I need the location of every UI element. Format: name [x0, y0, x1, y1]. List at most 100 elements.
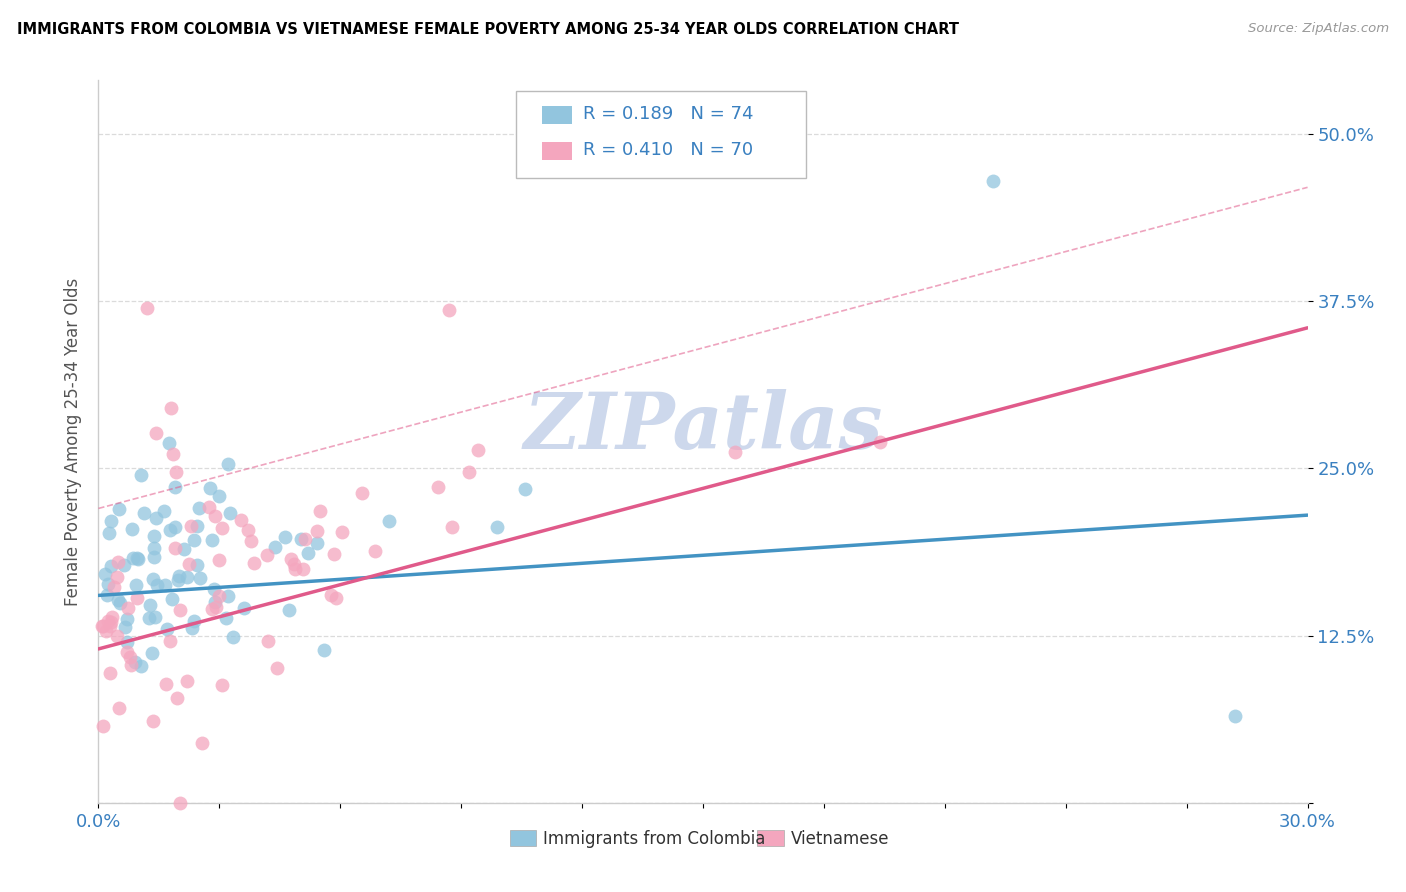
Point [325, 591, 347, 605]
Point [159, 523, 181, 537]
Point [176, 673, 198, 688]
Point [132, 506, 155, 520]
Point [215, 611, 238, 625]
Point [219, 507, 242, 521]
Point [222, 630, 245, 644]
Point [122, 551, 145, 566]
Point [135, 301, 157, 315]
Point [330, 524, 353, 539]
Point [97, 525, 120, 540]
Point [117, 601, 139, 615]
Point [321, 588, 343, 602]
Point [217, 590, 239, 604]
Point [100, 559, 122, 574]
Point [165, 465, 187, 479]
Point [167, 568, 190, 582]
Point [160, 401, 183, 416]
Point [107, 593, 129, 607]
Point [204, 595, 226, 609]
Point [378, 514, 401, 528]
Point [91, 718, 114, 732]
Point [142, 549, 165, 564]
Point [457, 465, 479, 479]
Point [169, 796, 191, 810]
Text: R = 0.410   N = 70: R = 0.410 N = 70 [583, 141, 754, 160]
Point [236, 524, 259, 538]
Point [981, 173, 1004, 188]
Point [186, 558, 208, 572]
Point [98, 666, 121, 681]
Bar [543, 142, 572, 160]
Point [312, 643, 335, 657]
Point [115, 612, 138, 626]
Point [162, 447, 184, 461]
Point [153, 578, 176, 592]
Point [229, 513, 252, 527]
Point [125, 551, 148, 566]
Point [107, 555, 129, 569]
Y-axis label: Female Poverty Among 25-34 Year Olds: Female Poverty Among 25-34 Year Olds [63, 277, 82, 606]
Point [439, 302, 461, 317]
Point [176, 570, 198, 584]
Point [186, 518, 208, 533]
Bar [543, 105, 572, 124]
Point [190, 736, 212, 750]
Point [208, 553, 231, 567]
Point [180, 621, 202, 635]
Point [108, 596, 131, 610]
Point [124, 655, 146, 669]
Point [97, 577, 120, 591]
Point [107, 501, 129, 516]
Point [163, 480, 186, 494]
Point [91, 619, 114, 633]
Point [141, 646, 163, 660]
Point [426, 480, 449, 494]
Point [307, 524, 329, 538]
Point [280, 552, 302, 566]
Point [869, 434, 891, 449]
Point [200, 533, 222, 547]
Point [163, 541, 186, 555]
Point [97, 614, 120, 628]
Text: Vietnamese: Vietnamese [792, 830, 890, 848]
Point [467, 443, 489, 458]
Point [724, 445, 747, 459]
Point [153, 504, 176, 518]
Point [208, 589, 231, 603]
Text: ZIPatlas: ZIPatlas [523, 389, 883, 466]
Point [291, 562, 314, 576]
Point [187, 501, 209, 516]
Point [120, 657, 142, 672]
Point [159, 634, 181, 648]
Point [485, 520, 508, 534]
Point [183, 614, 205, 628]
Point [166, 574, 188, 588]
Point [207, 489, 229, 503]
Point [322, 547, 344, 561]
Point [127, 552, 149, 566]
Point [183, 533, 205, 548]
Point [1223, 708, 1246, 723]
Point [240, 534, 263, 549]
Point [145, 510, 167, 524]
Point [143, 609, 166, 624]
Point [232, 601, 254, 615]
Point [120, 650, 142, 665]
Point [142, 572, 165, 586]
Point [364, 544, 387, 558]
Point [125, 577, 148, 591]
Point [121, 522, 143, 536]
Point [155, 677, 177, 691]
Point [105, 630, 128, 644]
Point [273, 530, 295, 544]
Text: IMMIGRANTS FROM COLOMBIA VS VIETNAMESE FEMALE POVERTY AMONG 25-34 YEAR OLDS CORR: IMMIGRANTS FROM COLOMBIA VS VIETNAMESE F… [17, 22, 959, 37]
Point [166, 691, 188, 706]
Point [103, 580, 125, 594]
Point [94, 624, 117, 638]
Point [204, 508, 226, 523]
Point [100, 514, 122, 528]
Point [112, 558, 135, 573]
Point [143, 541, 166, 555]
Point [263, 540, 285, 554]
Point [256, 548, 278, 562]
